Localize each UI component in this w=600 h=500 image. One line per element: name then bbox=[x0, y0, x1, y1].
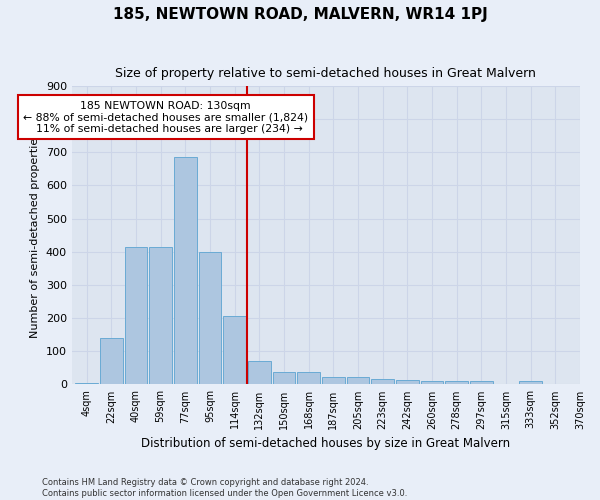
Bar bbox=[223, 316, 246, 384]
Bar bbox=[520, 381, 542, 384]
Text: 185 NEWTOWN ROAD: 130sqm  
← 88% of semi-detached houses are smaller (1,824)
  1: 185 NEWTOWN ROAD: 130sqm ← 88% of semi-d… bbox=[23, 101, 308, 134]
Bar bbox=[470, 381, 493, 384]
Bar bbox=[248, 360, 271, 384]
Bar bbox=[396, 380, 419, 384]
Bar bbox=[75, 383, 98, 384]
Text: Contains HM Land Registry data © Crown copyright and database right 2024.
Contai: Contains HM Land Registry data © Crown c… bbox=[42, 478, 407, 498]
Bar bbox=[199, 252, 221, 384]
Bar bbox=[100, 338, 122, 384]
Bar bbox=[421, 381, 443, 384]
Title: Size of property relative to semi-detached houses in Great Malvern: Size of property relative to semi-detach… bbox=[115, 68, 536, 80]
Bar bbox=[371, 379, 394, 384]
Text: 185, NEWTOWN ROAD, MALVERN, WR14 1PJ: 185, NEWTOWN ROAD, MALVERN, WR14 1PJ bbox=[113, 8, 487, 22]
Bar bbox=[445, 381, 468, 384]
Bar bbox=[347, 377, 370, 384]
Bar bbox=[125, 246, 147, 384]
Bar bbox=[174, 157, 197, 384]
Bar bbox=[149, 246, 172, 384]
Y-axis label: Number of semi-detached properties: Number of semi-detached properties bbox=[30, 132, 40, 338]
Bar bbox=[322, 377, 344, 384]
Bar bbox=[297, 372, 320, 384]
X-axis label: Distribution of semi-detached houses by size in Great Malvern: Distribution of semi-detached houses by … bbox=[142, 437, 511, 450]
Bar bbox=[272, 372, 295, 384]
